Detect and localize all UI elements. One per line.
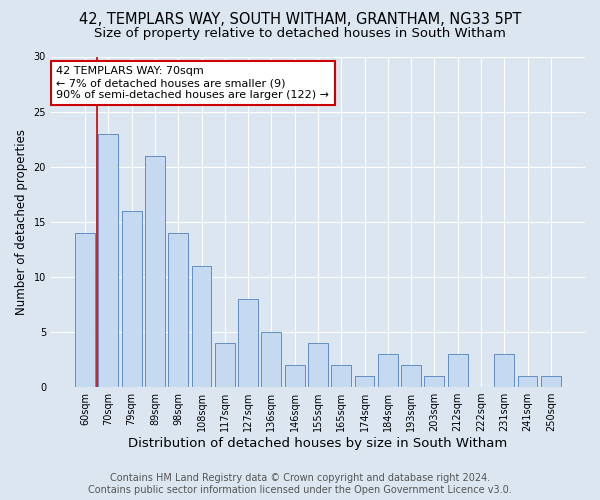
Bar <box>215 343 235 387</box>
Bar <box>494 354 514 387</box>
Bar <box>378 354 398 387</box>
Bar <box>285 365 305 387</box>
Bar <box>75 233 95 387</box>
Bar <box>122 211 142 387</box>
Bar <box>355 376 374 387</box>
Bar <box>541 376 561 387</box>
Bar <box>98 134 118 387</box>
Bar <box>518 376 538 387</box>
Text: 42 TEMPLARS WAY: 70sqm
← 7% of detached houses are smaller (9)
90% of semi-detac: 42 TEMPLARS WAY: 70sqm ← 7% of detached … <box>56 66 329 100</box>
Y-axis label: Number of detached properties: Number of detached properties <box>15 129 28 315</box>
Bar <box>448 354 467 387</box>
Bar <box>262 332 281 387</box>
Bar <box>401 365 421 387</box>
Bar <box>331 365 351 387</box>
Bar <box>424 376 444 387</box>
Bar <box>191 266 211 387</box>
Text: Size of property relative to detached houses in South Witham: Size of property relative to detached ho… <box>94 28 506 40</box>
Bar <box>169 233 188 387</box>
Bar <box>238 299 258 387</box>
Bar <box>308 343 328 387</box>
Text: Contains HM Land Registry data © Crown copyright and database right 2024.
Contai: Contains HM Land Registry data © Crown c… <box>88 474 512 495</box>
X-axis label: Distribution of detached houses by size in South Witham: Distribution of detached houses by size … <box>128 437 508 450</box>
Bar <box>145 156 165 387</box>
Text: 42, TEMPLARS WAY, SOUTH WITHAM, GRANTHAM, NG33 5PT: 42, TEMPLARS WAY, SOUTH WITHAM, GRANTHAM… <box>79 12 521 28</box>
